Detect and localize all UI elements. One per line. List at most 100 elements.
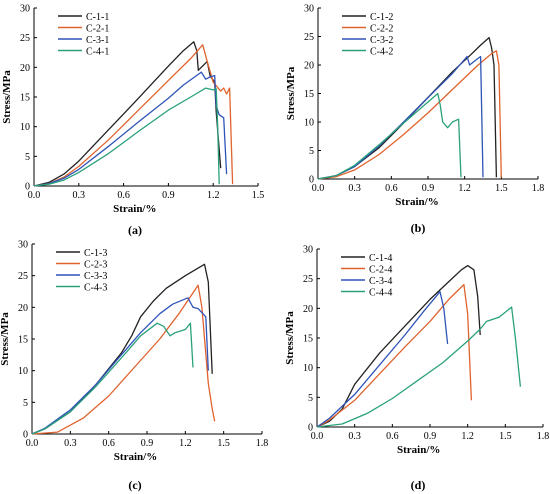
y-tick-label: 15 [304,89,314,100]
x-tick-label: 1.5 [499,431,512,442]
y-tick-label: 5 [25,152,30,163]
x-tick-label: 0.9 [422,183,435,194]
legend-entry: C-4-2 [370,47,393,58]
series-line-c-1-2 [317,36,498,180]
legend-entry: C-3-1 [86,35,109,46]
series-line-c-4-1 [33,87,220,187]
x-tick-label: 1.2 [207,190,220,201]
panel-label: (c) [128,478,141,492]
series-line-c-4-4 [316,306,522,428]
y-tick-label: 25 [304,32,314,43]
series-line-c-3-1 [33,71,228,187]
y-tick-label: 10 [20,122,30,133]
x-tick-label: 0.0 [312,183,325,194]
y-tick-label: 10 [303,363,313,374]
series-line-c-2-4 [316,283,473,428]
x-tick-label: 0.6 [117,190,130,201]
y-axis-label: Stress/MPa [1,70,13,124]
series-line-c-4-2 [317,92,462,180]
y-axis-label: Stress/MPa [284,311,296,365]
panel-label: (b) [411,221,426,235]
y-tick-label: 20 [303,304,313,315]
panel-label: (a) [128,223,142,237]
y-tick-label: 25 [303,274,313,285]
series-line-c-2-2 [317,50,502,180]
y-tick-label: 30 [304,4,314,15]
legend-entry: C-3-4 [369,276,392,287]
y-tick-label: 5 [308,393,313,404]
y-tick-label: 10 [18,366,28,377]
x-axis-label: Strain/% [395,196,438,208]
y-tick-label: 0 [309,175,314,186]
y-tick-label: 30 [18,240,28,251]
y-tick-label: 15 [18,335,28,346]
y-tick-label: 5 [23,398,28,409]
panel-3: 0.0 0.3 0.6 0.9 1.2 1.5 1.8 0 5 10 15 20 25 30 Strain/… [284,245,549,493]
legend-entry: C-2-1 [86,24,109,35]
x-tick-label: 0.0 [26,438,39,449]
x-tick-label: 1.2 [458,183,471,194]
panel-1: 0.0 0.3 0.6 0.9 1.2 1.5 1.8 0 5 10 15 20 25 30 Strain/… [285,4,544,236]
x-tick-label: 1.5 [252,190,265,201]
y-tick-label: 20 [18,303,28,314]
legend-entry: C-1-1 [86,12,109,23]
x-tick-label: 1.5 [495,183,508,194]
y-tick-label: 5 [309,146,314,157]
y-tick-label: 20 [20,63,30,74]
x-tick-label: 0.9 [141,438,154,449]
series-line-c-1-3 [31,263,213,435]
series-line-c-3-3 [31,297,209,435]
legend-entry: C-1-3 [84,248,107,259]
legend-entry: C-4-3 [84,283,107,294]
legend-entry: C-4-1 [86,47,109,58]
y-tick-label: 25 [20,33,30,44]
y-axis-label: Stress/MPa [285,66,297,120]
y-tick-label: 30 [303,245,313,256]
legend-entry: C-3-2 [370,35,393,46]
x-axis-label: Strain/% [397,444,440,456]
panel-label: (d) [411,478,426,492]
series-line-c-2-3 [31,284,216,435]
x-tick-label: 1.8 [532,183,545,194]
x-tick-label: 0.9 [162,190,175,201]
x-tick-label: 0.9 [424,431,437,442]
y-tick-label: 0 [25,182,30,193]
series-line-c-4-3 [31,322,194,435]
y-tick-label: 0 [23,430,28,441]
legend-entry: C-1-2 [370,12,393,23]
legend-entry: C-4-4 [369,288,392,299]
x-tick-label: 0.0 [28,190,41,201]
x-tick-label: 1.2 [461,431,474,442]
legend-entry: C-2-4 [369,265,392,276]
x-tick-label: 1.8 [256,438,269,449]
y-axis-label: Stress/MPa [0,312,11,366]
x-tick-label: 1.8 [537,431,550,442]
legend-entry: C-2-3 [84,260,107,271]
series-line-c-1-1 [33,41,222,187]
legend-entry: C-1-4 [369,253,392,264]
series-line-c-1-4 [316,264,481,428]
x-axis-label: Strain/% [113,203,156,215]
y-tick-label: 10 [304,118,314,129]
x-tick-label: 0.3 [64,438,77,449]
x-tick-label: 0.6 [385,183,398,194]
x-tick-label: 1.2 [179,438,192,449]
x-tick-label: 0.3 [73,190,86,201]
legend-entry: C-3-3 [84,271,107,282]
x-tick-label: 0.3 [348,431,361,442]
y-tick-label: 25 [18,271,28,282]
legend-entry: C-2-2 [370,24,393,35]
panel-2: 0.0 0.3 0.6 0.9 1.2 1.5 1.8 0 5 10 15 20 25 30 Strain/… [0,240,268,493]
x-tick-label: 0.0 [311,431,324,442]
x-tick-label: 0.6 [102,438,115,449]
y-tick-label: 15 [303,334,313,345]
y-tick-label: 30 [20,4,30,15]
series-line-c-3-4 [316,291,449,428]
series-line-c-2-1 [33,44,234,187]
x-tick-label: 0.6 [386,431,399,442]
x-tick-label: 1.5 [217,438,230,449]
y-tick-label: 20 [304,61,314,72]
panel-0: 0.0 0.3 0.6 0.9 1.2 1.5 0 5 10 15 20 25 30 Strain/% St… [1,4,264,238]
y-tick-label: 0 [308,423,313,434]
